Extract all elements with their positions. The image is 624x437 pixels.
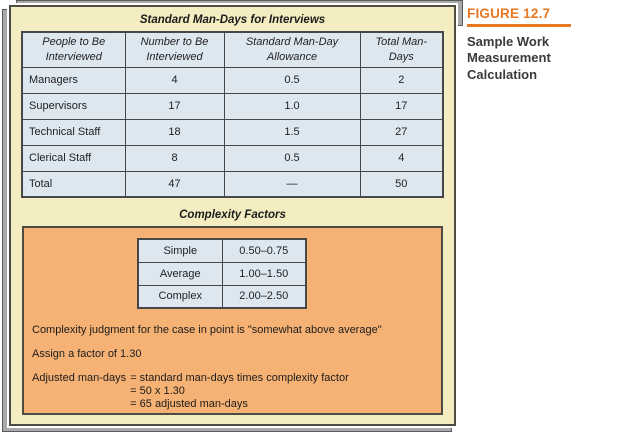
cell-people: Technical Staff bbox=[21, 118, 126, 146]
complexity-row-complex: Complex 2.00–2.50 bbox=[137, 284, 307, 309]
table-row-total: Total 47 — 50 bbox=[21, 170, 444, 198]
figure-number-label: FIGURE 12.7 bbox=[467, 6, 551, 21]
cell-people: Total bbox=[21, 170, 126, 198]
interviews-table: People to Be Interviewed Number to Be In… bbox=[21, 31, 444, 198]
cell-number: 47 bbox=[124, 170, 225, 198]
calc-line-result: = 65 adjusted man-days bbox=[130, 398, 248, 410]
column-header-allowance: Standard Man-Day Allowance bbox=[223, 31, 361, 68]
adjusted-man-days-label: Adjusted man-days bbox=[32, 372, 127, 384]
cell-allowance: 0.5 bbox=[223, 144, 361, 172]
interviews-header-row: People to Be Interviewed Number to Be In… bbox=[21, 31, 444, 68]
assign-factor-text: Assign a factor of 1.30 bbox=[32, 348, 142, 360]
calc-line-formula: = standard man-days times complexity fac… bbox=[130, 372, 349, 384]
cell-allowance: — bbox=[223, 170, 361, 198]
cell-allowance: 1.0 bbox=[223, 92, 361, 120]
cell-people: Clerical Staff bbox=[21, 144, 126, 172]
cell-total: 4 bbox=[359, 144, 444, 172]
cell-number: 4 bbox=[124, 66, 225, 94]
cell-level: Simple bbox=[137, 238, 223, 263]
figure-caption-column: FIGURE 12.7 Sample Work Measurement Calc… bbox=[467, 6, 617, 84]
work-measurement-panel: Standard Man-Days for Interviews People … bbox=[7, 3, 458, 428]
table-row-managers: Managers 4 0.5 2 bbox=[21, 66, 444, 94]
cell-range: 0.50–0.75 bbox=[221, 238, 307, 263]
complexity-judgment-text: Complexity judgment for the case in poin… bbox=[32, 324, 382, 336]
cell-range: 2.00–2.50 bbox=[221, 284, 307, 309]
figure-caption: Sample Work Measurement Calculation bbox=[467, 34, 617, 85]
table-row-supervisors: Supervisors 17 1.0 17 bbox=[21, 92, 444, 120]
complexity-factors-title: Complexity Factors bbox=[179, 209, 286, 221]
column-header-total: Total Man-Days bbox=[359, 31, 444, 68]
cell-people: Supervisors bbox=[21, 92, 126, 120]
complexity-table: Simple 0.50–0.75 Average 1.00–1.50 Compl… bbox=[137, 238, 307, 309]
cell-allowance: 1.5 bbox=[223, 118, 361, 146]
cell-level: Complex bbox=[137, 284, 223, 309]
interviews-table-title: Standard Man-Days for Interviews bbox=[139, 14, 326, 26]
caption-line: Calculation bbox=[467, 67, 538, 83]
cell-allowance: 0.5 bbox=[223, 66, 361, 94]
cell-number: 8 bbox=[124, 144, 225, 172]
column-header-number: Number to Be Interviewed bbox=[124, 31, 225, 68]
cell-number: 17 bbox=[124, 92, 225, 120]
figure-label-rule bbox=[467, 24, 571, 27]
table-row-clerical-staff: Clerical Staff 8 0.5 4 bbox=[21, 144, 444, 172]
cell-people: Managers bbox=[21, 66, 126, 94]
complexity-panel: Simple 0.50–0.75 Average 1.00–1.50 Compl… bbox=[22, 226, 443, 415]
cell-total: 27 bbox=[359, 118, 444, 146]
caption-line: Sample Work bbox=[467, 33, 550, 49]
cell-range: 1.00–1.50 bbox=[221, 261, 307, 286]
calc-line-substitution: = 50 x 1.30 bbox=[130, 385, 185, 397]
complexity-row-average: Average 1.00–1.50 bbox=[137, 261, 307, 286]
adjusted-man-days-lines: = standard man-days times complexity fac… bbox=[130, 372, 349, 411]
cell-level: Average bbox=[137, 261, 223, 286]
table-row-technical-staff: Technical Staff 18 1.5 27 bbox=[21, 118, 444, 146]
adjusted-man-days-calculation: Adjusted man-days = standard man-days ti… bbox=[32, 372, 433, 411]
column-header-people: People to Be Interviewed bbox=[21, 31, 126, 68]
cell-number: 18 bbox=[124, 118, 225, 146]
complexity-row-simple: Simple 0.50–0.75 bbox=[137, 238, 307, 263]
cell-total: 2 bbox=[359, 66, 444, 94]
caption-line: Measurement bbox=[467, 50, 551, 66]
cell-total: 17 bbox=[359, 92, 444, 120]
cell-total: 50 bbox=[359, 170, 444, 198]
